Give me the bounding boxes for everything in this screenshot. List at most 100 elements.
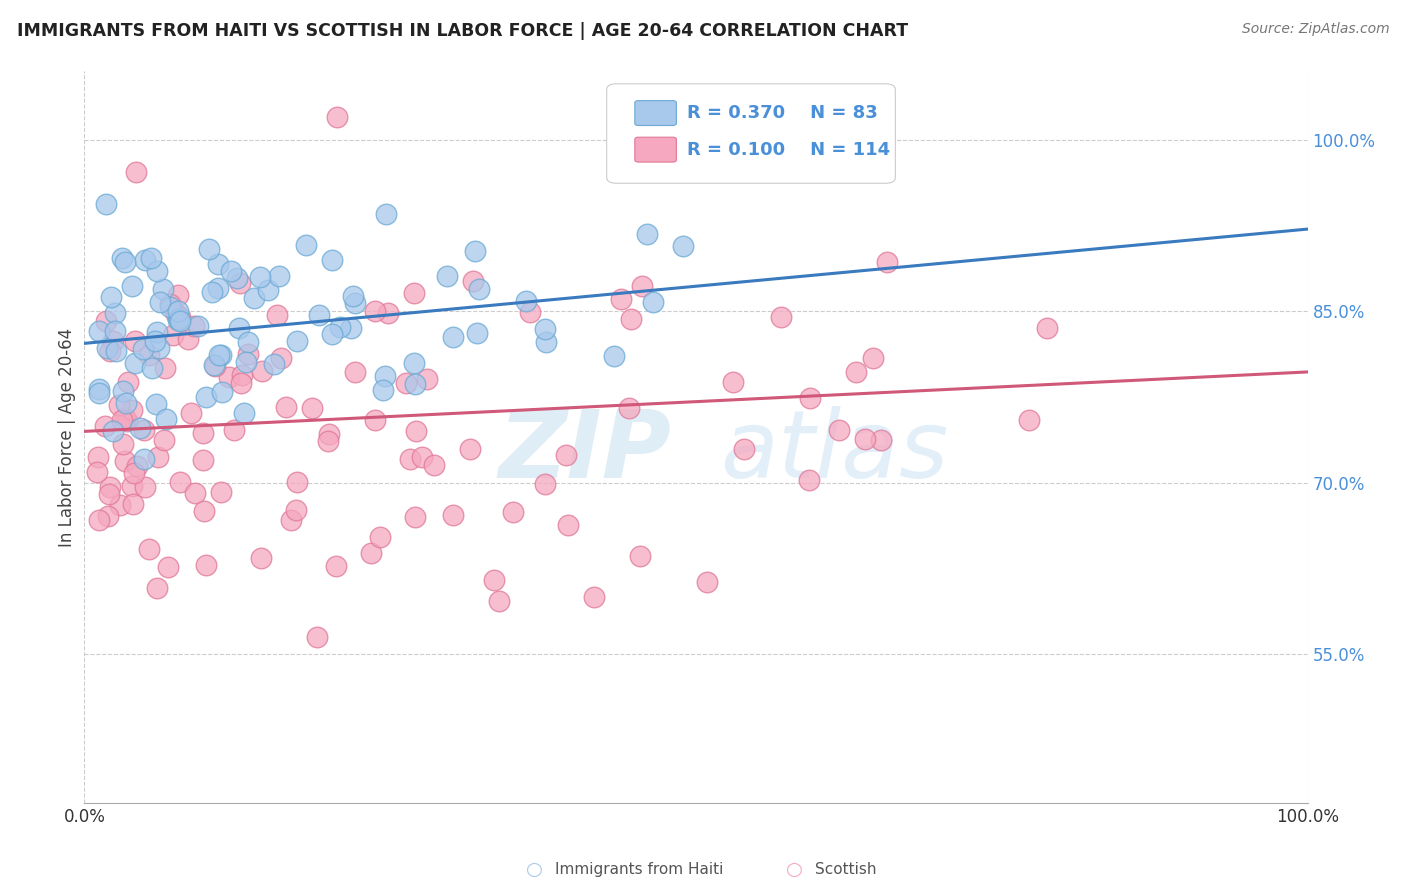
Point bbox=[845, 365, 868, 379]
Point bbox=[274, 401, 297, 415]
Point bbox=[145, 326, 167, 340]
Point bbox=[155, 412, 177, 426]
Point bbox=[169, 475, 191, 490]
Point bbox=[169, 314, 191, 328]
Point bbox=[138, 348, 160, 362]
Point bbox=[148, 341, 170, 355]
Point bbox=[232, 407, 254, 421]
Point bbox=[502, 505, 524, 519]
FancyBboxPatch shape bbox=[636, 137, 676, 162]
Point bbox=[329, 320, 352, 334]
Point bbox=[108, 498, 131, 512]
Point bbox=[582, 591, 605, 605]
Point bbox=[270, 351, 292, 365]
Y-axis label: In Labor Force | Age 20-64: In Labor Force | Age 20-64 bbox=[58, 327, 76, 547]
Point bbox=[166, 304, 188, 318]
Point bbox=[108, 399, 131, 413]
Point bbox=[235, 355, 257, 369]
Point bbox=[853, 433, 876, 447]
Point bbox=[222, 423, 245, 437]
Point bbox=[145, 581, 167, 595]
Point bbox=[557, 518, 579, 533]
Point bbox=[515, 294, 537, 309]
Point bbox=[86, 465, 108, 479]
Point bbox=[228, 321, 250, 335]
Point bbox=[617, 401, 640, 415]
Point bbox=[89, 324, 111, 338]
Point bbox=[257, 284, 280, 298]
Point bbox=[628, 549, 651, 563]
Point bbox=[534, 477, 557, 491]
Point bbox=[862, 351, 884, 366]
Point bbox=[184, 486, 207, 500]
Point bbox=[96, 509, 118, 524]
Point bbox=[194, 558, 217, 573]
Point bbox=[153, 433, 176, 447]
Point bbox=[165, 307, 187, 321]
Point bbox=[110, 251, 132, 265]
Point bbox=[307, 630, 329, 644]
Point bbox=[1018, 413, 1040, 427]
Point bbox=[641, 295, 664, 310]
Point bbox=[145, 397, 167, 411]
Point bbox=[134, 253, 156, 268]
Point bbox=[404, 510, 426, 524]
Point bbox=[364, 304, 387, 318]
Point bbox=[162, 328, 184, 343]
Point bbox=[519, 305, 541, 319]
Point bbox=[100, 290, 122, 304]
Point bbox=[721, 375, 744, 389]
Point bbox=[152, 282, 174, 296]
Point bbox=[87, 385, 110, 400]
Point bbox=[183, 318, 205, 333]
Point bbox=[122, 498, 145, 512]
Point bbox=[145, 334, 167, 348]
Point bbox=[436, 269, 458, 284]
Point bbox=[404, 356, 426, 370]
Point bbox=[269, 269, 291, 284]
Text: R = 0.100    N = 114: R = 0.100 N = 114 bbox=[688, 141, 890, 159]
Point bbox=[94, 419, 117, 434]
Point bbox=[166, 313, 188, 327]
Point bbox=[285, 334, 308, 349]
Point bbox=[169, 310, 191, 324]
Point bbox=[198, 242, 221, 256]
Point bbox=[869, 433, 891, 447]
Point bbox=[374, 369, 396, 384]
Point bbox=[157, 559, 180, 574]
Point bbox=[416, 372, 439, 386]
Point bbox=[876, 255, 898, 269]
Point bbox=[402, 285, 425, 300]
Point bbox=[155, 360, 177, 375]
Point bbox=[124, 334, 146, 349]
Text: Scottish: Scottish bbox=[815, 863, 877, 877]
Point bbox=[308, 308, 330, 322]
Point bbox=[441, 508, 464, 523]
Point bbox=[209, 485, 232, 500]
Point bbox=[373, 383, 395, 397]
Point bbox=[112, 437, 135, 451]
Point bbox=[280, 513, 302, 527]
Point bbox=[125, 458, 148, 473]
Point bbox=[124, 355, 146, 369]
Point bbox=[284, 502, 307, 516]
Point bbox=[229, 376, 252, 391]
Point bbox=[249, 270, 271, 285]
Text: IMMIGRANTS FROM HAITI VS SCOTTISH IN LABOR FORCE | AGE 20-64 CORRELATION CHART: IMMIGRANTS FROM HAITI VS SCOTTISH IN LAB… bbox=[17, 22, 908, 40]
Point bbox=[105, 344, 128, 359]
Point bbox=[115, 396, 138, 410]
Point bbox=[87, 513, 110, 527]
Point bbox=[318, 427, 340, 442]
Point bbox=[167, 287, 190, 301]
Point bbox=[696, 574, 718, 589]
Point bbox=[294, 238, 316, 252]
Point bbox=[148, 450, 170, 464]
Point bbox=[132, 342, 155, 356]
FancyBboxPatch shape bbox=[636, 101, 676, 126]
Point bbox=[460, 442, 482, 456]
Point bbox=[377, 305, 399, 319]
Point bbox=[114, 454, 136, 468]
Point bbox=[610, 292, 633, 306]
Point bbox=[207, 281, 229, 295]
Point bbox=[202, 359, 225, 373]
